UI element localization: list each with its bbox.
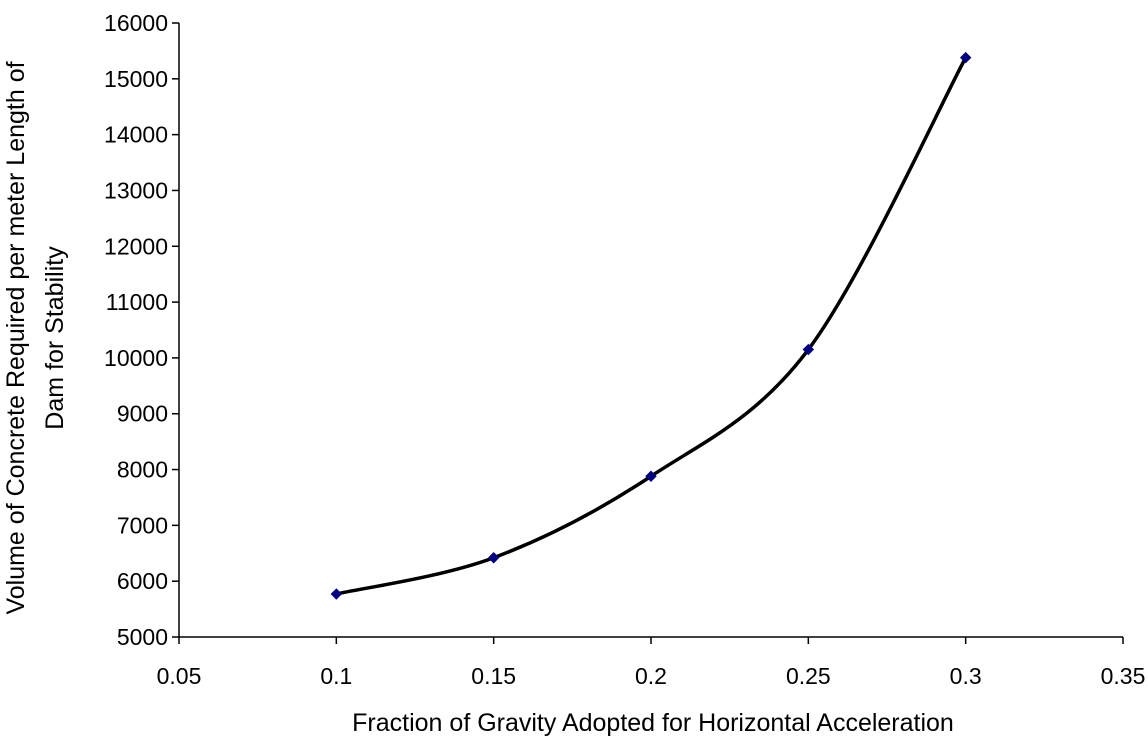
y-axis-title-line-2: Dam for Stability <box>41 246 69 430</box>
data-point-marker <box>487 552 500 564</box>
y-tick-label: 13000 <box>104 177 168 203</box>
x-tick-label: 0.25 <box>786 663 831 689</box>
x-tick-label: 0.05 <box>157 663 202 689</box>
y-tick-label: 7000 <box>117 512 168 538</box>
data-point-marker <box>959 51 972 64</box>
y-tick-label: 15000 <box>104 66 168 92</box>
x-tick-label: 0.1 <box>320 663 352 689</box>
y-tick-label: 12000 <box>104 233 168 259</box>
x-tick-label: 0.15 <box>471 663 516 689</box>
y-tick-label: 11000 <box>106 289 168 315</box>
axes: 5000 6000 7000 8000 9000 10000 11000 12000 13000… <box>104 10 1145 689</box>
y-tick-label: 5000 <box>117 624 168 650</box>
y-tick-label: 16000 <box>104 10 168 36</box>
plot-area <box>330 51 972 600</box>
series-line <box>335 56 968 596</box>
data-point-marker <box>330 588 343 600</box>
y-tick-label: 10000 <box>104 345 168 371</box>
data-point-marker <box>645 470 657 482</box>
y-tick-label: 9000 <box>117 401 168 427</box>
y-tick-label: 14000 <box>104 122 168 148</box>
y-tick-label: 8000 <box>117 457 168 483</box>
y-axis-title: Volume of Concrete Required per meter Le… <box>2 61 69 614</box>
x-axis-title: Fraction of Gravity Adopted for Horizont… <box>352 709 954 737</box>
x-tick-label: 0.2 <box>635 663 667 689</box>
data-point-marker <box>802 343 815 356</box>
y-tick-label: 6000 <box>117 568 168 594</box>
x-tick-label: 0.3 <box>950 663 982 689</box>
y-axis-title-line-1: Volume of Concrete Required per meter Le… <box>2 61 30 614</box>
x-tick-label: 0.35 <box>1101 663 1146 689</box>
